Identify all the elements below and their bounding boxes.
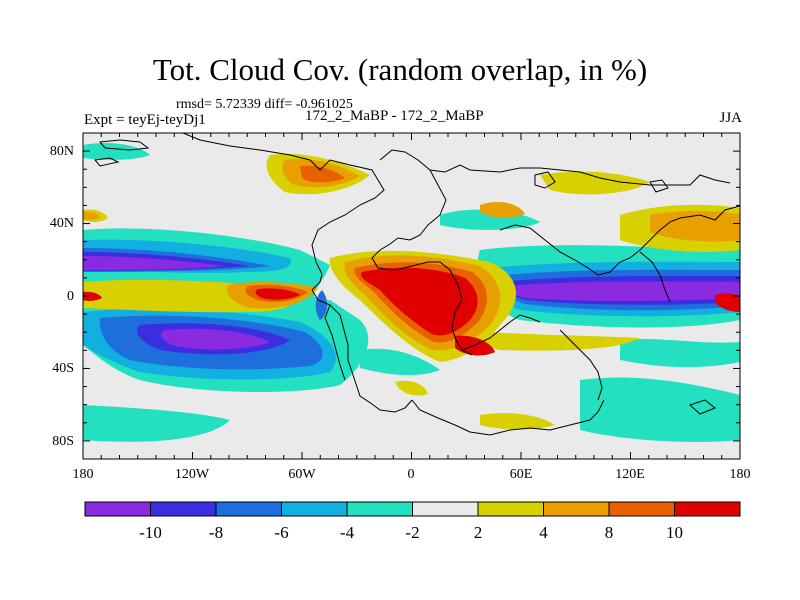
cyan-region xyxy=(360,348,440,376)
case-label: 172_2_MaBP - 172_2_MaBP xyxy=(305,108,484,124)
experiment-label: Expt = teyEj-teyDj1 xyxy=(84,112,206,128)
lon-tick-label: 120W xyxy=(175,467,210,482)
colorbar-label: 8 xyxy=(605,523,614,542)
cyan-region xyxy=(580,377,740,442)
colorbar-label: -6 xyxy=(274,523,288,542)
plot-title: Tot. Cloud Cov. (random overlap, in %) xyxy=(152,52,648,87)
cyan-region xyxy=(620,338,740,368)
yellow-region xyxy=(480,413,555,430)
coastline-island xyxy=(689,399,716,415)
colorbar-swatch xyxy=(477,501,544,517)
lon-tick-label: 180 xyxy=(730,467,751,482)
coastline-arctic xyxy=(379,149,731,186)
lon-axis: 180 120W 60W 0 60E 120E 180 xyxy=(73,467,751,482)
yellow-region xyxy=(460,330,640,351)
colorbar-label: 10 xyxy=(666,523,683,542)
lat-tick-label: 80S xyxy=(52,434,74,449)
red-region xyxy=(455,335,495,356)
cyan-region xyxy=(83,143,150,160)
tick-marks xyxy=(82,132,741,460)
lat-tick-label: 0 xyxy=(67,289,74,304)
coastlines xyxy=(94,133,740,436)
cyan-region xyxy=(83,405,230,442)
colorbar-swatch xyxy=(281,501,348,517)
lon-tick-label: 60W xyxy=(288,467,316,482)
lon-tick-label: 60E xyxy=(510,467,533,482)
lat-tick-label: 40S xyxy=(52,361,74,376)
coastline-africa-south xyxy=(461,314,541,351)
purple-region xyxy=(83,256,225,270)
orange-region xyxy=(83,211,100,220)
colorbar-label: 4 xyxy=(539,523,548,542)
coastline-australia xyxy=(559,329,603,401)
colorbar-label: 2 xyxy=(474,523,483,542)
red-region xyxy=(361,267,478,336)
lat-tick-label: 40N xyxy=(50,216,74,231)
colorbar: -10 -8 -6 -4 -2 2 4 8 10 xyxy=(84,501,741,542)
coastline-asia xyxy=(499,205,740,276)
colorbar-swatch xyxy=(150,501,217,517)
map-plot-area xyxy=(82,132,741,460)
yellow-region xyxy=(395,380,428,396)
purple-region xyxy=(504,281,740,301)
colorbar-swatch xyxy=(346,501,413,517)
coastline-antarctica xyxy=(411,399,605,436)
lon-tick-label: 120E xyxy=(615,467,645,482)
blue-region xyxy=(315,290,328,320)
coastline-europe-africa xyxy=(371,169,473,356)
orange-region xyxy=(650,211,740,242)
lat-axis: 80N 40N 0 40S 80S xyxy=(50,144,74,449)
red-region xyxy=(715,293,740,312)
colorbar-swatch xyxy=(215,501,282,517)
purple-region xyxy=(161,328,270,350)
coastline-south-america xyxy=(311,289,413,413)
coastline-island xyxy=(649,179,669,193)
coastline-island xyxy=(534,171,556,189)
coastline-island xyxy=(99,139,150,151)
colorbar-swatch xyxy=(674,501,741,517)
darkorange-region xyxy=(300,165,345,183)
lat-tick-label: 80N xyxy=(50,144,74,159)
coastline-north-america xyxy=(182,133,385,291)
orange-region xyxy=(480,201,525,218)
lon-tick-label: 180 xyxy=(73,467,94,482)
coastline-asia-east xyxy=(639,251,671,303)
colorbar-swatch xyxy=(608,501,675,517)
colorbar-swatch xyxy=(412,501,479,517)
colorbar-label: -2 xyxy=(405,523,419,542)
colorbar-label: -10 xyxy=(139,523,162,542)
season-label: JJA xyxy=(719,110,742,126)
anomaly-field xyxy=(83,143,740,442)
colorbar-label: -8 xyxy=(209,523,223,542)
red-region xyxy=(255,288,300,300)
colorbar-swatch xyxy=(543,501,610,517)
colorbar-label: -4 xyxy=(340,523,355,542)
red-region xyxy=(83,291,102,301)
lon-tick-label: 0 xyxy=(408,467,415,482)
colorbar-swatch xyxy=(84,501,151,517)
coastline-island xyxy=(94,157,120,167)
coastline-south-america-east xyxy=(324,304,346,381)
stats-text: rmsd= 5.72339 diff= -0.961025 xyxy=(176,97,353,112)
yellow-region xyxy=(540,171,650,195)
